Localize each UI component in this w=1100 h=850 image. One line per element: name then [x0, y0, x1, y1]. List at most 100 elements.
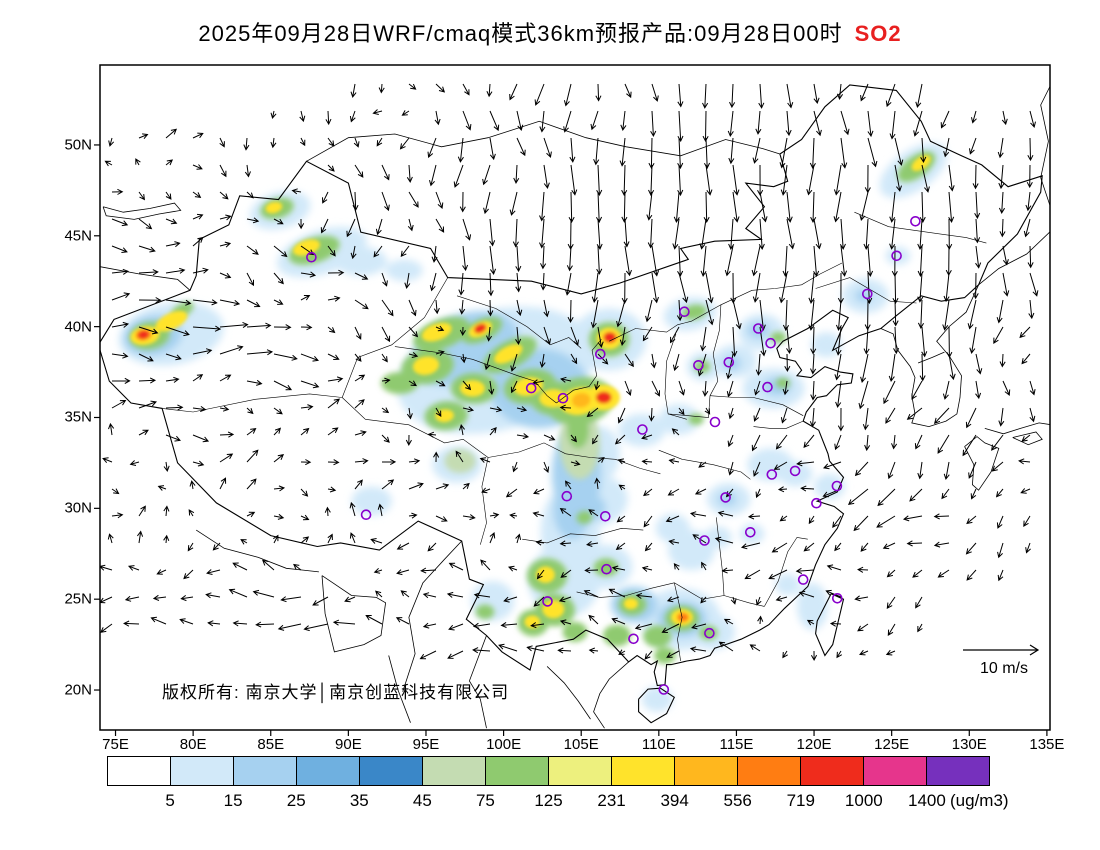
wind-arrow [108, 422, 115, 436]
page-title: 2025年09月28日WRF/cmaq模式36km预报产品:09月28日00时 S… [0, 16, 1100, 48]
wind-arrow [510, 353, 518, 372]
wind-arrow [616, 299, 626, 328]
wind-arrow [677, 83, 684, 108]
wind-arrow [273, 407, 283, 415]
wind-arrow [1018, 458, 1031, 465]
province-boundary [565, 453, 661, 475]
wind-arrow [593, 137, 600, 166]
wind-arrow [219, 321, 249, 329]
wind-arrow [165, 128, 178, 139]
wind-arrow [327, 326, 336, 334]
wind-arrow [111, 245, 128, 253]
wind-arrow [588, 647, 599, 654]
wind-arrow [646, 191, 653, 221]
wind-arrow [327, 269, 345, 276]
wind-arrow [854, 461, 869, 477]
wind-arrow [462, 218, 472, 241]
wind-arrow [917, 623, 923, 633]
wind-arrow [885, 649, 896, 656]
wind-arrow [354, 272, 369, 280]
wind-arrow [829, 620, 842, 627]
wind-arrow [689, 646, 707, 653]
wind-arrow [857, 566, 869, 573]
wind-arrow [354, 430, 367, 437]
wind-arrow [1023, 515, 1031, 528]
wind-arrow [408, 512, 418, 519]
wind-arrow [970, 488, 977, 500]
wind-arrow [782, 299, 790, 332]
city-marker [360, 509, 372, 521]
wind-arrow [433, 299, 440, 315]
wind-arrow [512, 461, 518, 473]
wind-arrow [448, 623, 464, 631]
wind-arrow [138, 133, 149, 140]
wind-arrow [998, 191, 1006, 214]
city-marker [891, 250, 902, 262]
wind-arrow [400, 245, 410, 258]
city-marker [601, 563, 612, 575]
wind-arrow [611, 565, 626, 572]
wind-arrow [526, 645, 545, 652]
wind-arrow [837, 407, 844, 432]
wind-arrow [533, 488, 545, 495]
wind-arrow [273, 380, 293, 391]
wind-arrow [543, 434, 556, 441]
city-marker [561, 490, 573, 502]
wind-arrow [473, 592, 491, 599]
y-axis-label: 45N [64, 227, 92, 245]
wind-arrow [590, 110, 599, 131]
wind-arrow [643, 515, 653, 528]
colorbar-cell [486, 757, 549, 785]
city-marker [765, 337, 776, 349]
wind-arrow [859, 191, 869, 222]
wind-arrow [677, 110, 684, 143]
wind-arrow [530, 622, 545, 629]
x-axis-label: 130E [951, 736, 987, 753]
so2-plume [155, 310, 188, 332]
wind-arrow [422, 622, 437, 629]
wind-arrow [595, 83, 602, 102]
wind-arrow [784, 353, 791, 373]
wind-arrow [650, 110, 657, 138]
wind-arrow [619, 137, 626, 167]
colorbar-cell [801, 757, 864, 785]
wind-arrow [808, 515, 815, 525]
wind-arrow [404, 272, 411, 289]
wind-arrow [672, 353, 680, 372]
wind-arrow [779, 272, 788, 304]
city-marker [557, 392, 569, 404]
wind-arrow [780, 407, 788, 424]
colorbar-level-label: 394 [660, 791, 689, 810]
wind-arrow [399, 137, 410, 150]
wind-arrow [967, 299, 977, 330]
island-coastline [638, 687, 676, 724]
wind-arrow [138, 505, 146, 517]
so2-plume [536, 566, 555, 583]
wind-arrow [999, 218, 1006, 238]
wind-arrow [689, 511, 707, 518]
wind-arrow [300, 271, 317, 278]
wind-arrow [877, 488, 896, 507]
so2-plume [542, 600, 565, 619]
city-marker [752, 323, 764, 334]
so2-plume [655, 513, 690, 543]
wind-arrow [757, 164, 764, 197]
wind-arrow [840, 245, 848, 277]
wind-arrow [909, 488, 923, 502]
wind-arrow [782, 245, 789, 277]
wind-arrow [353, 137, 360, 148]
wind-arrow [219, 405, 230, 412]
copyright-text: 版权所有: 南京大学│南京创蓝科技有限公司 [162, 683, 510, 702]
wind-arrow [755, 110, 762, 135]
wind-arrow [732, 164, 740, 196]
concentration-layer [119, 142, 948, 712]
wind-arrow [246, 245, 259, 255]
wind-arrow [510, 380, 518, 394]
x-axis-label: 125E [874, 736, 910, 753]
wind-arrow [666, 650, 680, 658]
colorbar-level-label: 1400 [908, 791, 946, 810]
wind-arrow [677, 137, 684, 170]
wind-arrow [407, 218, 414, 232]
wind-arrow [1029, 272, 1039, 297]
wind-arrow [1028, 299, 1035, 320]
